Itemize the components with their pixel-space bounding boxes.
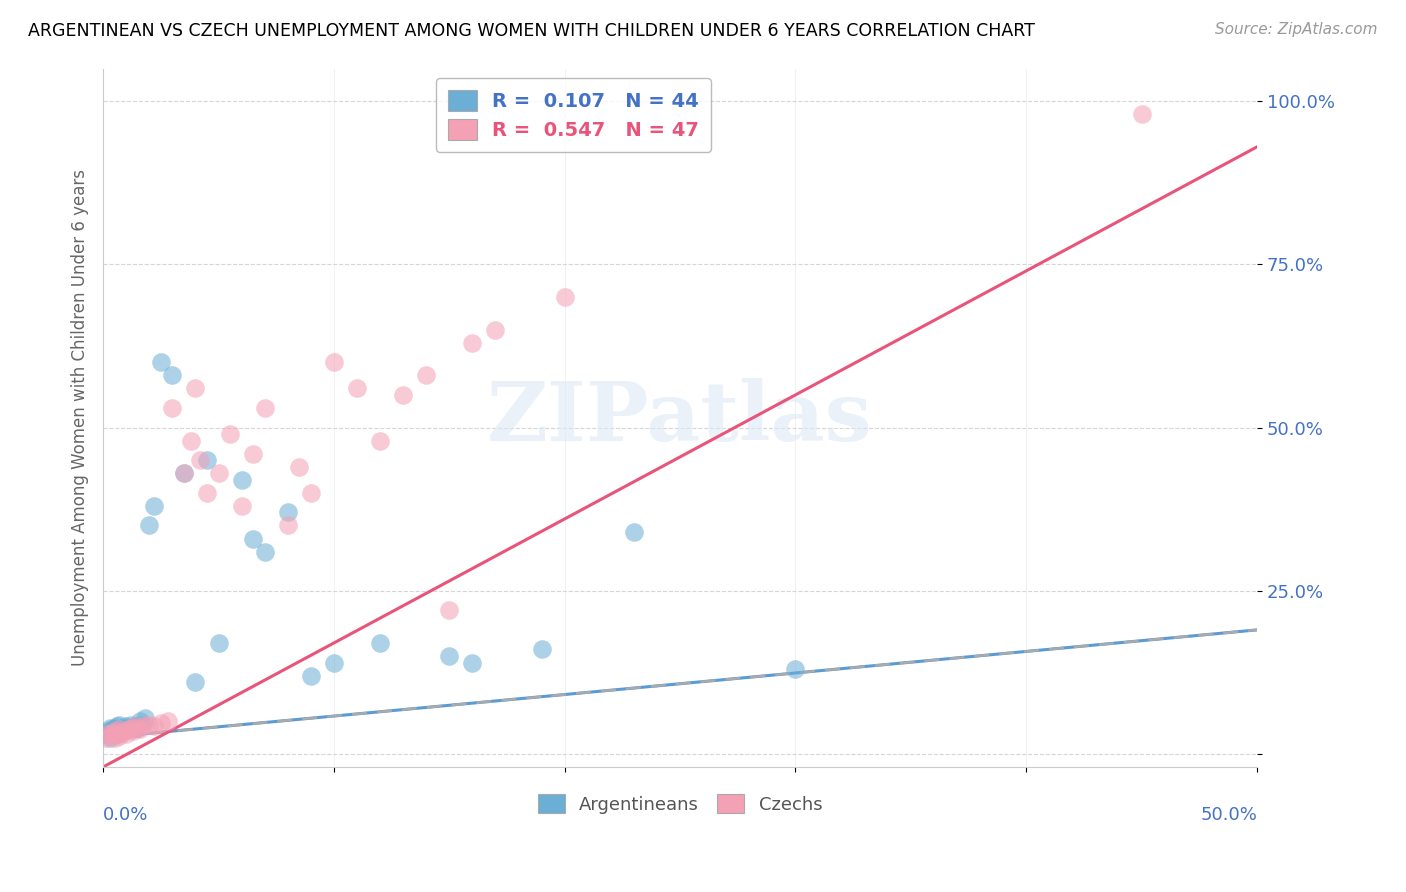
Point xyxy=(207,467,229,481)
Point xyxy=(231,499,253,513)
Point xyxy=(346,381,368,395)
Point xyxy=(129,722,152,736)
Legend: Argentineans, Czechs: Argentineans, Czechs xyxy=(530,787,830,821)
Point xyxy=(122,724,145,739)
Point xyxy=(117,722,139,736)
Point xyxy=(253,544,276,558)
Point xyxy=(623,524,645,539)
Text: 0.0%: 0.0% xyxy=(103,806,149,824)
Point xyxy=(149,715,172,730)
Point xyxy=(117,721,139,735)
Point xyxy=(105,727,128,741)
Point xyxy=(162,368,184,383)
Point xyxy=(162,401,184,415)
Point xyxy=(98,729,121,743)
Point xyxy=(101,722,124,736)
Point xyxy=(115,719,138,733)
Point xyxy=(122,722,145,736)
Point xyxy=(105,727,128,741)
Point xyxy=(104,731,127,745)
Point xyxy=(184,381,207,395)
Point xyxy=(138,717,160,731)
Text: ARGENTINEAN VS CZECH UNEMPLOYMENT AMONG WOMEN WITH CHILDREN UNDER 6 YEARS CORREL: ARGENTINEAN VS CZECH UNEMPLOYMENT AMONG … xyxy=(28,22,1035,40)
Point xyxy=(104,724,127,739)
Point xyxy=(108,729,131,743)
Point xyxy=(392,388,415,402)
Point xyxy=(322,355,344,369)
Point xyxy=(134,717,156,731)
Point xyxy=(104,721,127,735)
Point xyxy=(253,401,276,415)
Point xyxy=(439,648,461,663)
Point xyxy=(97,727,120,741)
Point xyxy=(288,459,311,474)
Point xyxy=(110,726,132,740)
Point xyxy=(195,485,218,500)
Point xyxy=(195,453,218,467)
Point xyxy=(124,719,146,733)
Point xyxy=(112,724,135,739)
Point xyxy=(134,711,156,725)
Point xyxy=(124,719,146,733)
Point xyxy=(368,636,391,650)
Point xyxy=(242,532,264,546)
Point xyxy=(180,434,202,448)
Point xyxy=(112,721,135,735)
Point xyxy=(98,731,121,745)
Point xyxy=(1130,107,1153,121)
Point xyxy=(142,719,165,733)
Point xyxy=(219,427,242,442)
Point xyxy=(120,717,142,731)
Y-axis label: Unemployment Among Women with Children Under 6 years: Unemployment Among Women with Children U… xyxy=(72,169,89,666)
Point xyxy=(127,721,149,735)
Point xyxy=(173,467,195,481)
Point xyxy=(184,675,207,690)
Point xyxy=(115,727,138,741)
Point xyxy=(108,724,131,739)
Point xyxy=(207,636,229,650)
Point xyxy=(530,642,553,657)
Point xyxy=(120,721,142,735)
Text: Source: ZipAtlas.com: Source: ZipAtlas.com xyxy=(1215,22,1378,37)
Point xyxy=(149,355,172,369)
Point xyxy=(108,722,131,736)
Point xyxy=(277,505,299,519)
Point xyxy=(97,724,120,739)
Point xyxy=(98,721,121,735)
Point xyxy=(461,656,484,670)
Point xyxy=(115,722,138,736)
Point xyxy=(242,447,264,461)
Point xyxy=(554,290,576,304)
Point xyxy=(94,731,117,745)
Point xyxy=(129,714,152,729)
Point xyxy=(299,668,322,682)
Point xyxy=(415,368,437,383)
Point xyxy=(104,724,127,739)
Point xyxy=(461,335,484,350)
Point xyxy=(101,726,124,740)
Point xyxy=(484,323,506,337)
Point xyxy=(94,727,117,741)
Point xyxy=(138,518,160,533)
Point xyxy=(368,434,391,448)
Point xyxy=(101,727,124,741)
Point xyxy=(277,518,299,533)
Point xyxy=(110,722,132,736)
Point xyxy=(439,603,461,617)
Point xyxy=(108,717,131,731)
Point xyxy=(188,453,211,467)
Point xyxy=(142,499,165,513)
Text: 50.0%: 50.0% xyxy=(1201,806,1257,824)
Point xyxy=(173,467,195,481)
Point xyxy=(231,473,253,487)
Point xyxy=(299,485,322,500)
Text: ZIPatlas: ZIPatlas xyxy=(488,377,873,458)
Point xyxy=(127,721,149,735)
Point xyxy=(131,717,153,731)
Point xyxy=(785,662,807,676)
Point xyxy=(105,719,128,733)
Point xyxy=(156,714,179,729)
Point xyxy=(322,656,344,670)
